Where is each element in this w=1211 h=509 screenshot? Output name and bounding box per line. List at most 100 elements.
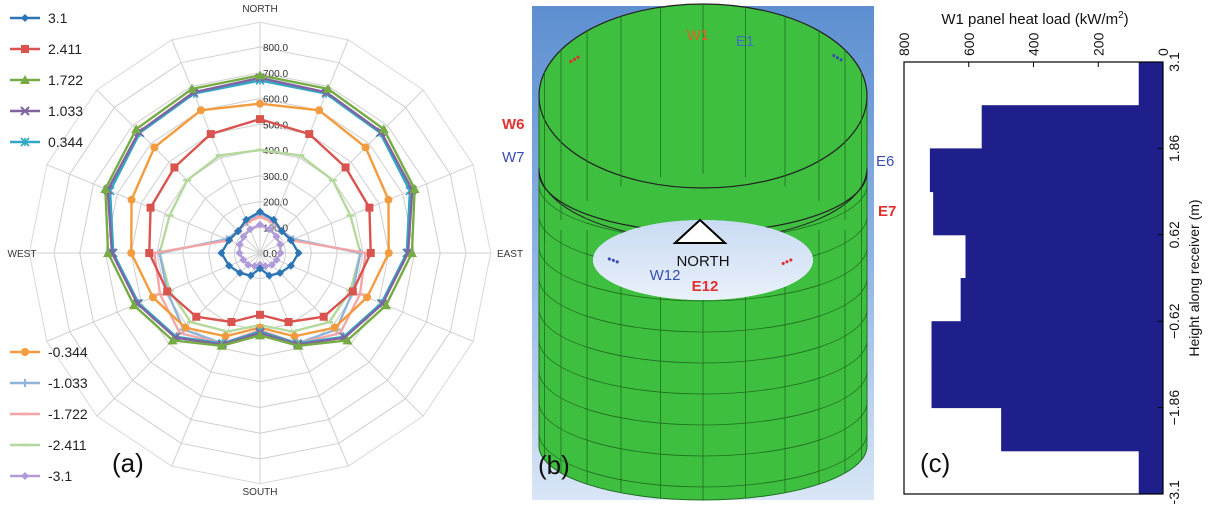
data-point [293,340,304,350]
data-point [361,143,370,152]
data-point [128,300,139,310]
data-point [294,249,303,257]
data-point [103,248,114,257]
legend-label: 0.344 [48,134,83,150]
y-tick-label: −0.62 [1166,303,1182,339]
label-w12: W12 [650,267,681,284]
band-line [538,339,868,395]
data-point [20,106,30,116]
data-point [192,312,201,321]
panel-label-b: (b) [538,450,570,480]
chart-title-end: ) [1124,11,1129,28]
dots-bottom-left: ••• [605,252,622,269]
y-tick-label: −3.1 [1166,480,1182,504]
data-point [255,70,265,80]
y-tick-label: −1.86 [1166,390,1182,426]
data-point [239,232,248,241]
bar-chart: 800 600 400 200 03.1 1.86 0.62 −0.62 −1.86 −3.1 W1… [896,10,1202,508]
x-tick-label: 0 [1155,48,1171,56]
legend-item: -1.722 [10,406,88,422]
radar-tick-label: 800.0 [263,43,288,54]
receiver-diagram: W1 E1 W6 W7 E6 E7 W12 E12 ••• ••• ••• ••… [502,3,896,501]
data-point [127,195,136,204]
panel-label-a: (a) [112,448,144,478]
data-point [381,300,392,310]
data-point [290,332,299,341]
data-point [284,317,293,326]
data-point [21,14,29,22]
data-point [21,379,29,387]
radar-series--3.1 [235,220,285,271]
data-point [21,348,29,356]
radar-spoke [171,252,261,467]
legend-item: 1.033 [10,103,83,119]
data-point [277,227,286,236]
label-e7: E7 [878,203,896,220]
data-point [256,310,264,319]
data-point [265,271,274,280]
data-point [163,287,172,296]
data-point [21,472,29,480]
dots-top-right: ••• [829,48,847,66]
data-point [342,335,353,345]
label-w6: W6 [502,116,525,133]
panel-label-c: (c) [920,448,950,478]
radar-tick-label: 500.0 [263,120,288,131]
band-line [538,432,868,488]
data-point [225,261,234,270]
legend-item: 1.722 [10,72,83,88]
legend-label: -1.033 [48,375,88,391]
data-point [265,225,274,234]
x-tick-label: 800 [896,32,912,56]
heat-load-bar [965,234,1163,279]
data-point [406,248,417,257]
data-point [384,195,393,204]
radar-series-3.1 [217,207,303,280]
legend-item: 3.1 [10,10,68,26]
data-point [256,220,264,229]
radar-spoke [259,89,424,254]
direction-label-south: SOUTH [243,487,278,498]
radar-series-1.722 [100,70,420,350]
label-e6: E6 [876,153,894,170]
heat-load-bar [981,105,1163,149]
radar-tick-label: 100.0 [263,223,288,234]
data-point [409,183,420,193]
data-point [276,249,285,257]
data-point [246,271,255,280]
legend-item: 0.344 [10,134,83,150]
data-point [181,323,190,332]
y-tick-label: 0.62 [1166,221,1182,248]
chart-title-sup: 2 [1118,10,1124,21]
data-point [330,323,339,332]
data-point [235,269,244,278]
radar-tick-label: 200.0 [263,198,288,209]
band-line [538,370,868,426]
data-point [100,183,111,193]
radar-spoke [259,252,349,467]
data-point [170,163,179,172]
data-point [255,330,265,340]
data-point [384,249,393,257]
data-point [227,317,236,326]
legend-item: -2.411 [10,437,87,453]
y-tick-label: 1.86 [1166,135,1182,162]
data-point [239,255,248,264]
data-point [348,287,357,296]
north-arrow-icon [672,218,728,244]
data-point [315,106,324,115]
band-line [538,246,868,302]
north-label: NORTH [676,253,729,270]
dots-bottom-right: ••• [778,253,795,271]
data-point [256,264,264,273]
radar-tick-label: 300.0 [263,172,288,183]
radar-tick-label: 600.0 [263,95,288,106]
radar-tick-label: 0.0 [263,249,277,260]
data-point [150,143,159,152]
data-point [322,83,333,93]
cylinder-floor-top [593,220,813,300]
data-point [319,312,328,321]
label-w1: W1 [687,27,710,44]
legend-label: 1.722 [48,72,83,88]
